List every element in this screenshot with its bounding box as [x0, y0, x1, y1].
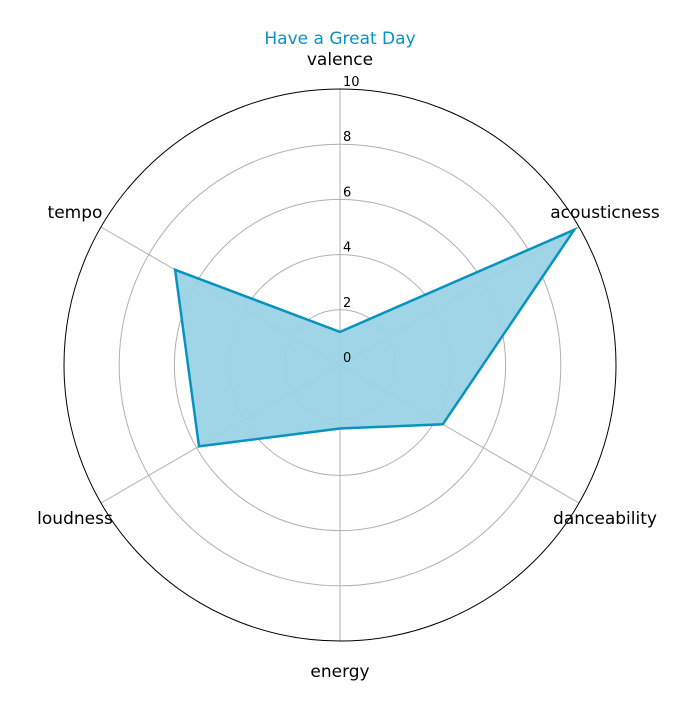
radial-tick-10: 10: [343, 75, 360, 90]
radial-tick-8: 8: [343, 130, 351, 145]
axis-label-valence: valence: [307, 50, 373, 70]
axis-label-acousticness: acousticness: [550, 203, 660, 223]
radial-tick-6: 6: [343, 185, 351, 200]
radial-tick-4: 4: [343, 241, 351, 256]
outer-ring: [63, 88, 617, 642]
series-layer: [173, 226, 578, 448]
series-area: [175, 229, 575, 447]
series-line: [173, 226, 578, 448]
axis-label-danceability: danceability: [553, 509, 657, 529]
radial-tick-0: 0: [343, 351, 351, 366]
axis-label-energy: energy: [310, 662, 369, 682]
axis-label-loudness: loudness: [37, 509, 113, 529]
axis-label-tempo: tempo: [48, 203, 103, 223]
radial-tick-labels: 0 2 4 6 8 10: [343, 75, 360, 366]
chart-title: Have a Great Day: [264, 29, 415, 49]
radial-tick-2: 2: [343, 296, 351, 311]
axis-labels: valence acousticness danceability energy lou…: [37, 50, 660, 682]
